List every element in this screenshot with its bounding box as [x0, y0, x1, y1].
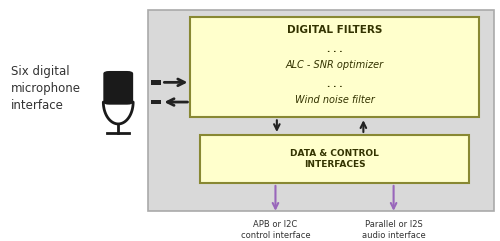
Text: DATA & CONTROL
INTERFACES: DATA & CONTROL INTERFACES: [290, 149, 379, 169]
Text: APB or I2C
control interface: APB or I2C control interface: [240, 220, 310, 240]
Text: DIGITAL FILTERS: DIGITAL FILTERS: [287, 25, 382, 35]
Text: Parallel or I2S
audio interface: Parallel or I2S audio interface: [362, 220, 426, 240]
Bar: [150, 80, 162, 85]
FancyBboxPatch shape: [104, 71, 133, 105]
Text: Wind noise filter: Wind noise filter: [294, 95, 374, 105]
Bar: [200, 135, 469, 183]
Text: Six digital
microphone
interface: Six digital microphone interface: [12, 65, 82, 112]
Bar: [148, 10, 494, 211]
Text: ALC - SNR optimizer: ALC - SNR optimizer: [286, 60, 384, 70]
Bar: [190, 17, 478, 117]
Bar: [150, 100, 162, 104]
Text: . . .: . . .: [327, 80, 342, 89]
Text: . . .: . . .: [327, 45, 342, 54]
